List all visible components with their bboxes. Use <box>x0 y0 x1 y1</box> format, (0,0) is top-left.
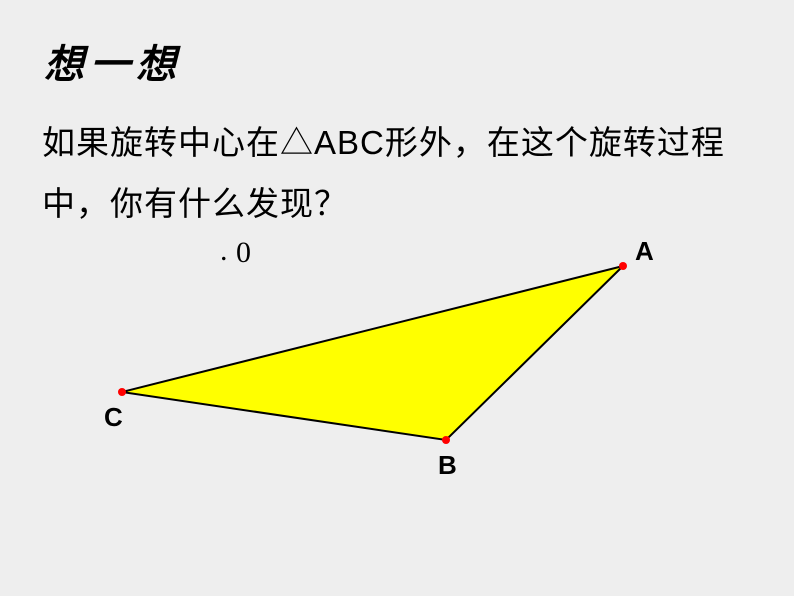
vertex-a-label: A <box>635 236 654 266</box>
vertex-b-label: B <box>438 450 457 480</box>
point-o-dot: . <box>220 234 228 267</box>
geometry-diagram: A B C . 0 <box>0 0 794 596</box>
vertex-c-dot <box>118 388 126 396</box>
vertex-c-label: C <box>104 402 123 432</box>
triangle-abc <box>122 266 623 440</box>
vertex-a-dot <box>619 262 627 270</box>
point-o-label: 0 <box>236 236 251 269</box>
vertex-b-dot <box>442 436 450 444</box>
